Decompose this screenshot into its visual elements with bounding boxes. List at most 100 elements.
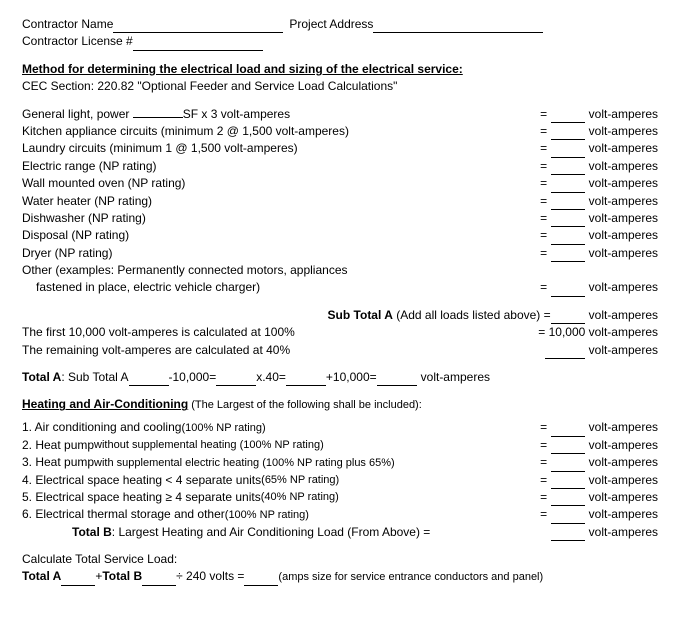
- svc-b-blank[interactable]: [142, 574, 176, 586]
- load-other-line2: fastened in place, electric vehicle char…: [22, 279, 658, 296]
- hvac2-blank[interactable]: [551, 442, 585, 454]
- total-a-mid1: : Sub Total A: [61, 369, 128, 386]
- hvac5-blank[interactable]: [551, 494, 585, 506]
- remaining-blank[interactable]: [545, 347, 585, 359]
- hvac-after: (The Largest of the following shall be i…: [188, 399, 422, 411]
- hvac3a: 3. Heat pump: [22, 454, 94, 471]
- first10k: The first 10,000 volt-amperes is calcula…: [22, 324, 295, 341]
- general-suffix: SF x 3 volt-amperes: [183, 107, 290, 121]
- other-blank[interactable]: [551, 285, 585, 297]
- wh-blank[interactable]: [551, 198, 585, 210]
- total-a-b3[interactable]: [286, 374, 326, 386]
- svc-a-blank[interactable]: [61, 574, 95, 586]
- svc-amps-blank[interactable]: [244, 574, 278, 586]
- total-a-line: Total A : Sub Total A -10,000= x.40= +10…: [22, 369, 658, 386]
- first10k-val: = 10,000 volt-amperes: [538, 324, 658, 341]
- hvac6b: (100% NP rating): [225, 508, 309, 524]
- dw-label: Dishwasher (NP rating): [22, 210, 146, 227]
- laundry-blank[interactable]: [551, 146, 585, 158]
- cec-section: CEC Section: 220.82 "Optional Feeder and…: [22, 78, 658, 95]
- va-unit: volt-amperes: [589, 489, 658, 506]
- hvac2b: without supplemental heating (100% NP ra…: [94, 438, 324, 454]
- va-unit: volt-amperes: [589, 245, 658, 262]
- va-unit: volt-amperes: [589, 193, 658, 210]
- eq: =: [537, 175, 551, 192]
- hvac6a: 6. Electrical thermal storage and other: [22, 506, 225, 523]
- va-unit: volt-amperes: [589, 472, 658, 489]
- total-a-b4[interactable]: [377, 374, 417, 386]
- hvac1b: (100% NP rating): [181, 421, 265, 437]
- disp-blank[interactable]: [551, 233, 585, 245]
- load-dishwasher: Dishwasher (NP rating) = volt-amperes: [22, 210, 658, 227]
- general-prefix: General light, power: [22, 107, 133, 121]
- subtotal-a-after: (Add all loads listed above) =: [393, 308, 551, 322]
- subtotal-a-section: Sub Total A (Add all loads listed above)…: [22, 307, 658, 359]
- hvac6-blank[interactable]: [551, 512, 585, 524]
- eq: =: [537, 419, 551, 436]
- load-dryer: Dryer (NP rating) = volt-amperes: [22, 245, 658, 262]
- subtotal-a-blank[interactable]: [551, 312, 585, 324]
- load-other-line1: Other (examples: Permanently connected m…: [22, 262, 658, 279]
- total-b-blank[interactable]: [551, 529, 585, 541]
- va-unit: volt-amperes: [589, 210, 658, 227]
- dryer-blank[interactable]: [551, 250, 585, 262]
- range-blank[interactable]: [551, 163, 585, 175]
- hvac4-blank[interactable]: [551, 477, 585, 489]
- kitchen-blank[interactable]: [551, 128, 585, 140]
- va-unit: volt-amperes: [589, 106, 658, 123]
- load-kitchen: Kitchen appliance circuits (minimum 2 @ …: [22, 123, 658, 140]
- hvac5a: 5. Electrical space heating ≥ 4 separate…: [22, 489, 261, 506]
- total-a-mid2: -10,000=: [169, 369, 217, 386]
- oven-label: Wall mounted oven (NP rating): [22, 175, 185, 192]
- va-unit: volt-amperes: [589, 140, 658, 157]
- sf-blank[interactable]: [133, 106, 183, 118]
- eq: =: [537, 454, 551, 471]
- eq: =: [537, 158, 551, 175]
- svc-plus: +: [95, 568, 102, 585]
- project-address-blank[interactable]: [373, 21, 543, 33]
- wh-label: Water heater (NP rating): [22, 193, 152, 210]
- laundry-label: Laundry circuits (minimum 1 @ 1,500 volt…: [22, 140, 298, 157]
- eq: =: [537, 245, 551, 262]
- total-a-b2[interactable]: [216, 374, 256, 386]
- hvac1-blank[interactable]: [551, 425, 585, 437]
- va-unit: volt-amperes: [589, 175, 658, 192]
- va-unit: volt-amperes: [589, 506, 658, 523]
- total-b-after: : Largest Heating and Air Conditioning L…: [112, 524, 431, 541]
- va-unit: volt-amperes: [589, 227, 658, 244]
- contractor-license-label: Contractor License #: [22, 33, 133, 50]
- remaining40: The remaining volt-amperes are calculate…: [22, 342, 290, 359]
- gen-va-blank[interactable]: [551, 111, 585, 123]
- eq: =: [537, 210, 551, 227]
- eq: =: [537, 489, 551, 506]
- contractor-name-label: Contractor Name: [22, 16, 113, 33]
- va-unit: volt-amperes: [589, 419, 658, 436]
- hvac3-blank[interactable]: [551, 460, 585, 472]
- load-range: Electric range (NP rating) = volt-amperes: [22, 158, 658, 175]
- total-a-label: Total A: [22, 369, 61, 386]
- va-unit: volt-amperes: [589, 123, 658, 140]
- hvac2a: 2. Heat pump: [22, 437, 94, 454]
- form-header: Contractor Name Project Address Contract…: [22, 16, 658, 51]
- load-oven: Wall mounted oven (NP rating) = volt-ampe…: [22, 175, 658, 192]
- range-label: Electric range (NP rating): [22, 158, 157, 175]
- dryer-label: Dryer (NP rating): [22, 245, 112, 262]
- dw-blank[interactable]: [551, 215, 585, 227]
- kitchen-label: Kitchen appliance circuits (minimum 2 @ …: [22, 123, 349, 140]
- total-a-b1[interactable]: [129, 374, 169, 386]
- eq: =: [537, 106, 551, 123]
- eq: =: [537, 123, 551, 140]
- contractor-name-blank[interactable]: [113, 21, 283, 33]
- contractor-license-blank[interactable]: [133, 39, 263, 51]
- eq: =: [537, 437, 551, 454]
- va-unit: volt-amperes: [589, 158, 658, 175]
- load-disposal: Disposal (NP rating) =volt-amperes: [22, 227, 658, 244]
- oven-blank[interactable]: [551, 181, 585, 193]
- hvac5b: (40% NP rating): [261, 490, 339, 506]
- va-unit: volt-amperes: [589, 342, 658, 359]
- total-a-mid3: x.40=: [256, 369, 286, 386]
- svc-after: (amps size for service entrance conducto…: [278, 570, 543, 586]
- hvac-list: 1. Air conditioning and cooling (100% NP…: [22, 419, 658, 541]
- service-load-section: Calculate Total Service Load: Total A + …: [22, 551, 658, 586]
- va-unit: volt-amperes: [589, 279, 658, 296]
